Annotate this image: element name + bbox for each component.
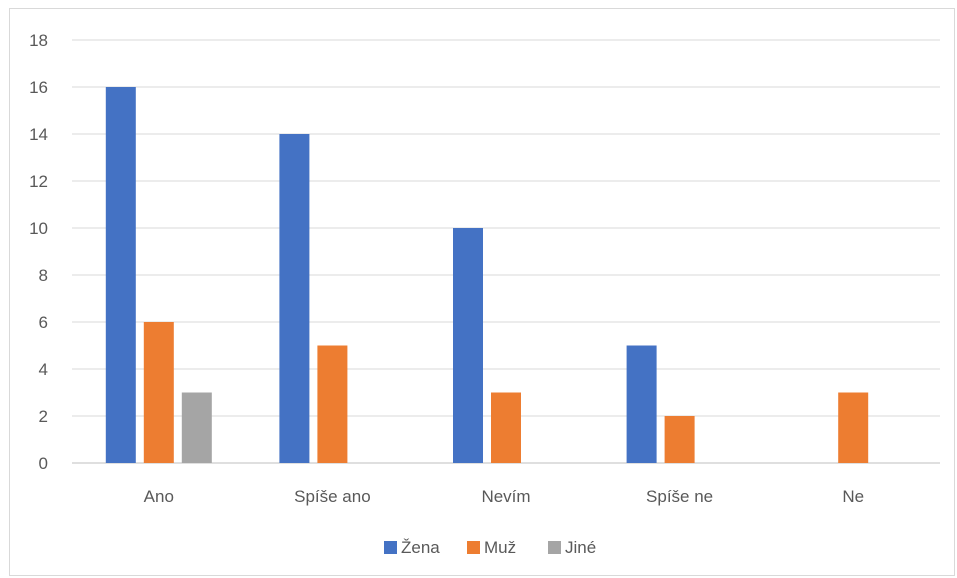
y-tick-label: 12 — [29, 172, 48, 191]
bar-žena-2 — [453, 228, 483, 463]
y-tick-label: 18 — [29, 31, 48, 50]
bar-žena-1 — [279, 134, 310, 463]
x-category-label: Ne — [842, 487, 864, 506]
bars — [105, 87, 869, 463]
y-axis-tick-labels: 0 2 4 6 8 10 12 14 16 18 — [29, 31, 48, 473]
bar-jiné-0 — [181, 392, 212, 463]
y-tick-label: 10 — [29, 219, 48, 238]
legend-swatch — [548, 541, 561, 554]
y-tick-label: 2 — [39, 407, 48, 426]
bar-muž-2 — [491, 392, 521, 463]
y-tick-label: 6 — [39, 313, 48, 332]
bar-muž-3 — [664, 416, 695, 463]
legend: Žena Muž Jiné — [384, 538, 596, 557]
x-category-label: Nevím — [481, 487, 530, 506]
y-tick-label: 0 — [39, 454, 48, 473]
bar-muž-1 — [317, 345, 348, 463]
bar-muž-0 — [143, 322, 174, 463]
bar-muž-4 — [838, 392, 869, 463]
y-tick-label: 8 — [39, 266, 48, 285]
y-tick-label: 14 — [29, 125, 48, 144]
legend-label: Žena — [401, 538, 440, 557]
bar-žena-0 — [105, 87, 136, 463]
x-axis-category-labels: Ano Spíše ano Nevím Spíše ne Ne — [144, 487, 864, 506]
y-tick-label: 16 — [29, 78, 48, 97]
x-category-label: Spíše ne — [646, 487, 713, 506]
legend-swatch — [467, 541, 480, 554]
legend-label: Jiné — [565, 538, 596, 557]
legend-label: Muž — [484, 538, 516, 557]
gridlines — [72, 39, 940, 464]
y-tick-label: 4 — [39, 360, 48, 379]
bar-žena-3 — [626, 345, 657, 463]
x-category-label: Spíše ano — [294, 487, 371, 506]
legend-swatch — [384, 541, 397, 554]
x-category-label: Ano — [144, 487, 174, 506]
